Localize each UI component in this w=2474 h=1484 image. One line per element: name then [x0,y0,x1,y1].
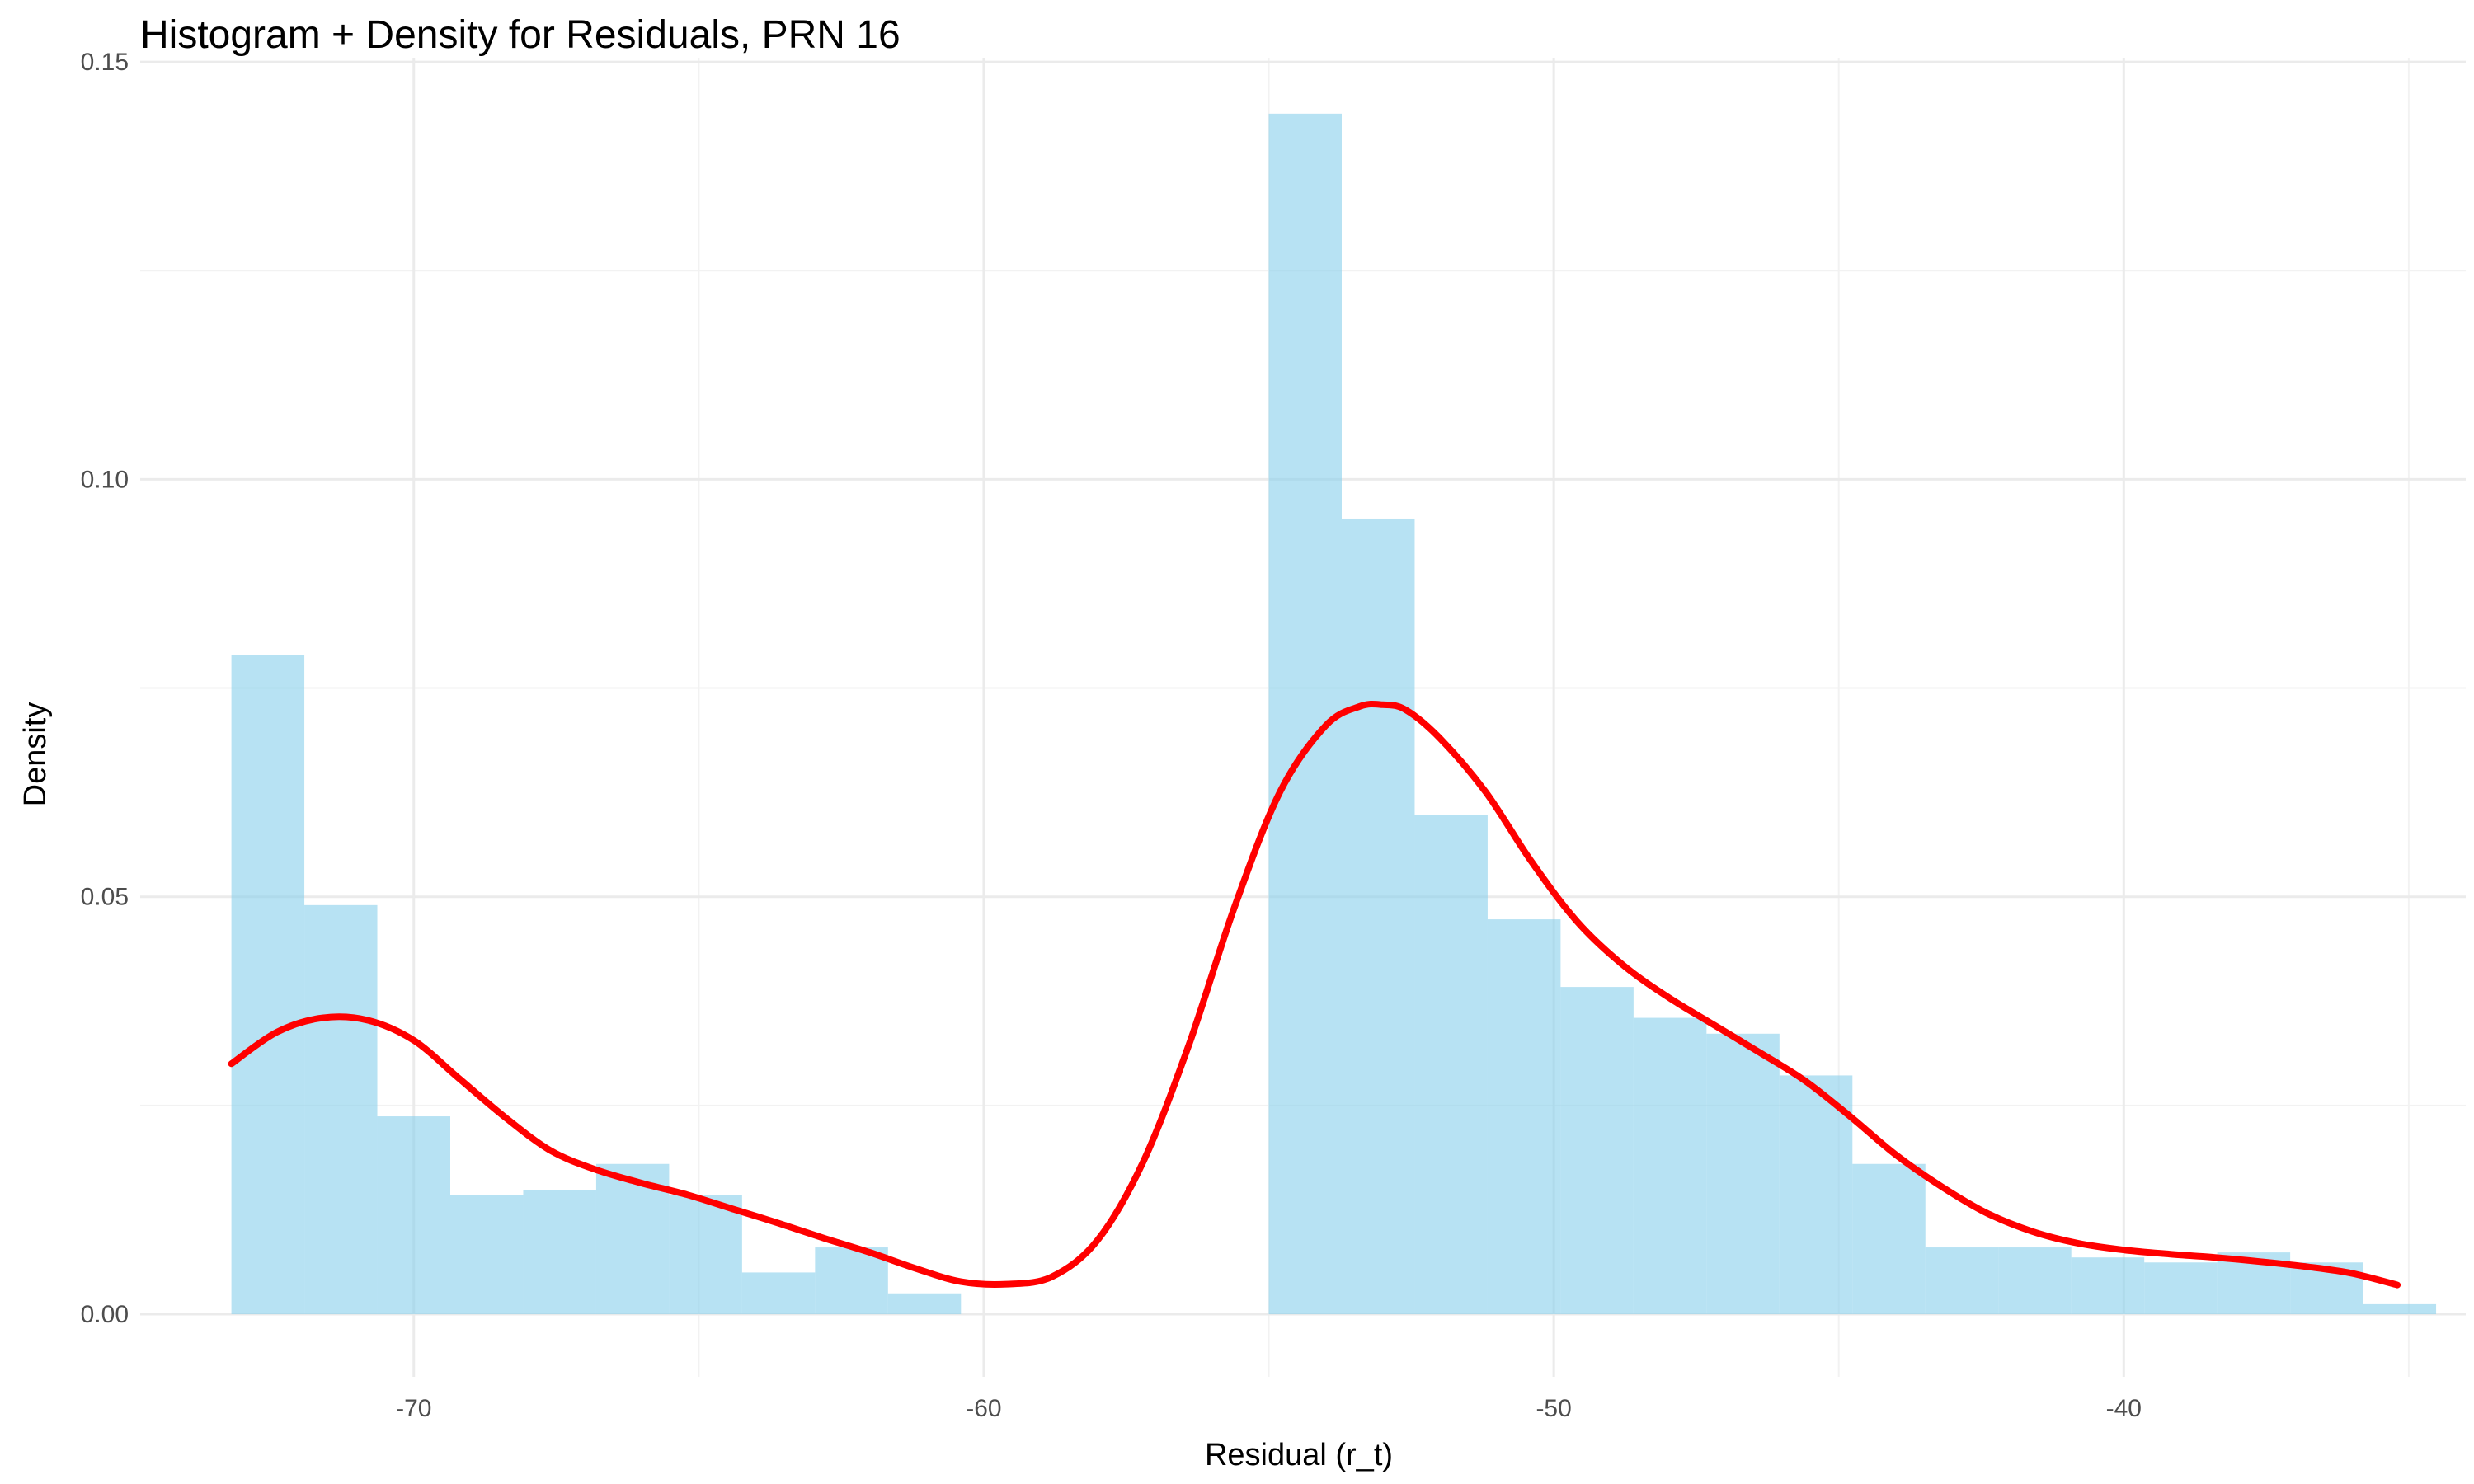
histogram-bar [887,1293,962,1315]
histogram-bar [1633,1017,1707,1315]
histogram-bars [231,113,2437,1315]
histogram-bar [1706,1033,1780,1315]
histogram-bar [1487,919,1561,1315]
histogram-bar [1560,987,1634,1315]
x-tick-label: -60 [966,1395,1001,1422]
histogram-bar [523,1190,596,1315]
histogram-bar [1998,1247,2072,1315]
histogram-bar [2363,1303,2437,1315]
histogram-bar [1852,1163,1926,1315]
x-tick-label: -50 [1536,1395,1571,1422]
histogram-bar [669,1195,742,1315]
histogram-bar [377,1116,450,1315]
y-tick-label: 0.15 [81,49,129,76]
y-tick-label: 0.10 [81,466,129,493]
y-tick-label: 0.05 [81,884,129,911]
histogram-bar [741,1272,816,1315]
histogram-bar [304,904,378,1315]
x-tick-label: -40 [2106,1395,2142,1422]
histogram-bar [2071,1257,2145,1315]
histogram-bar [1342,518,1415,1315]
histogram-bar [1414,815,1488,1315]
chart-title: Histogram + Density for Residuals, PRN 1… [140,13,901,57]
histogram-bar [450,1195,524,1315]
histogram-bar [2144,1262,2218,1315]
y-axis-title: Density [18,702,53,807]
x-tick-label: -70 [396,1395,431,1422]
histogram-bar [231,655,305,1315]
x-axis-title: Residual (r_t) [1205,1438,1393,1472]
histogram-bar [1925,1247,1999,1315]
y-axis-tick-labels: 0.00 0.05 0.10 0.15 [81,49,129,1328]
y-tick-label: 0.00 [81,1301,129,1328]
x-axis-tick-labels: -70 -60 -50 -40 [396,1395,2142,1422]
density-curve [228,700,2401,1289]
histogram-bar [1268,113,1342,1315]
histogram-bar [815,1247,888,1315]
histogram-bar [1779,1075,1853,1315]
